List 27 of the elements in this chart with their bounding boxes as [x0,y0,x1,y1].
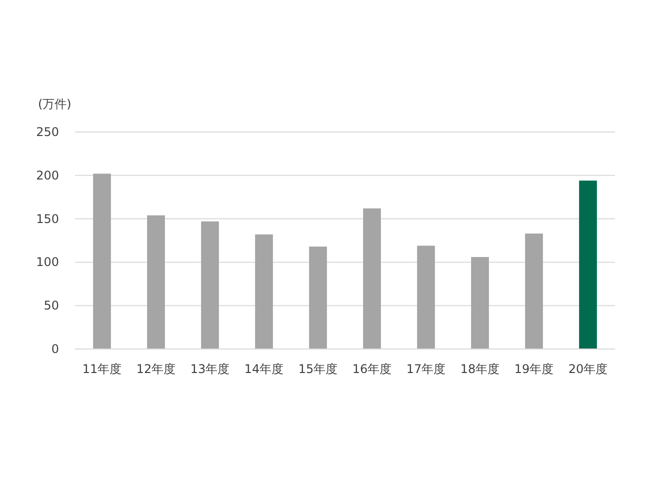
x-tick-label: 15年度 [298,362,338,376]
x-tick-label: 11年度 [82,362,122,376]
x-tick-label: 14年度 [244,362,284,376]
bar [363,208,381,349]
bar [201,221,219,349]
bar [579,180,597,349]
bar [525,234,543,349]
y-axis-title: (万件) [38,97,72,111]
y-tick-label: 50 [44,298,59,313]
y-tick-label: 0 [51,342,59,356]
bar [147,215,165,349]
y-tick-label: 250 [36,125,59,139]
y-tick-label: 150 [36,212,59,226]
bar [309,246,327,349]
x-tick-label: 18年度 [460,362,500,376]
x-tick-label: 20年度 [568,362,608,376]
bar [255,234,273,349]
bar [471,256,489,349]
x-tick-label: 19年度 [514,362,554,376]
x-tick-label: 17年度 [406,362,446,376]
x-tick-label: 12年度 [136,362,176,376]
y-tick-label: 100 [36,255,59,270]
bar [93,174,111,349]
bar [417,246,435,349]
x-tick-label: 16年度 [352,362,392,376]
y-tick-label: 200 [36,168,59,182]
x-tick-label: 13年度 [190,362,230,376]
